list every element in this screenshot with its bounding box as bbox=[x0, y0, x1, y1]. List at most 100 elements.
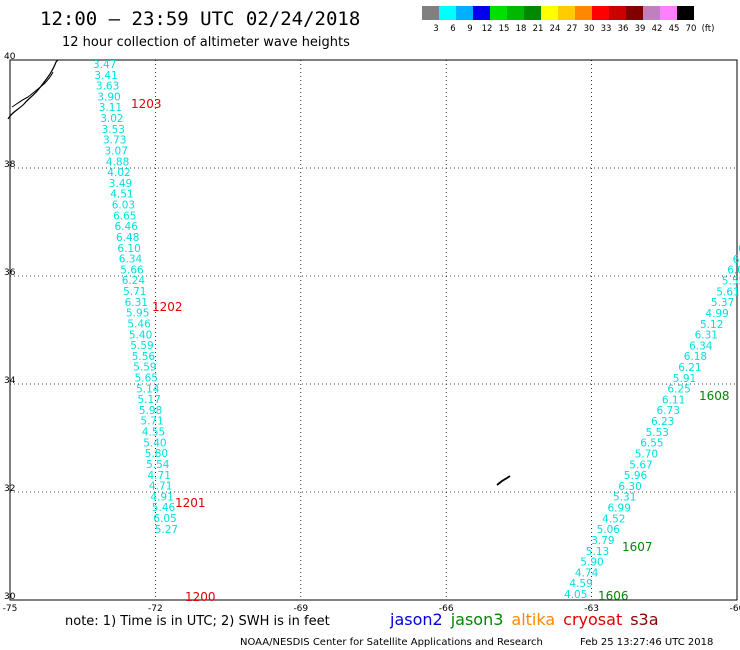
lat-tick-label: 30 bbox=[4, 592, 16, 602]
wave-height-value: 5.46 bbox=[127, 318, 151, 330]
color-scale-label: 33 bbox=[601, 24, 612, 34]
color-scale-label: 9 bbox=[467, 24, 472, 34]
time-label: 1202 bbox=[152, 300, 183, 314]
wave-height-value: 5.46 bbox=[152, 502, 176, 514]
coastline-nova-scotia-shore bbox=[11, 71, 54, 108]
wave-height-value: 3.41 bbox=[94, 70, 117, 82]
wave-height-value: 3.79 bbox=[591, 535, 614, 547]
wave-height-value: 6.34 bbox=[689, 340, 713, 352]
wave-height-value: 5.53 bbox=[646, 427, 669, 439]
time-label: 1200 bbox=[185, 590, 216, 604]
footer-timestamp: Feb 25 13:27:46 UTC 2018 bbox=[580, 637, 713, 648]
wave-height-value: 6.11 bbox=[662, 394, 685, 406]
color-scale-label: 39 bbox=[635, 24, 646, 34]
wave-height-value: 5.06 bbox=[597, 524, 621, 536]
color-swatch bbox=[439, 6, 456, 20]
color-swatch bbox=[609, 6, 626, 20]
wave-height-value: 6.31 bbox=[125, 297, 148, 309]
wave-height-value: 5.40 bbox=[129, 329, 152, 341]
wave-height-value: 3.07 bbox=[105, 146, 128, 158]
wave-height-value: 6.24 bbox=[122, 275, 146, 287]
time-label: 1201 bbox=[175, 496, 206, 510]
wave-height-value: 5.59 bbox=[130, 340, 153, 352]
wave-height-value: 6.31 bbox=[695, 330, 718, 342]
wave-height-value: 3.73 bbox=[103, 135, 126, 147]
wave-height-value: 5.14 bbox=[136, 383, 160, 395]
wave-height-value: 6.55 bbox=[640, 438, 663, 450]
color-swatch bbox=[626, 6, 643, 20]
wave-height-value: 5.12 bbox=[700, 319, 723, 331]
wave-height-value: 5.40 bbox=[143, 437, 166, 449]
lat-tick-label: 40 bbox=[4, 52, 16, 62]
color-swatch bbox=[677, 6, 694, 20]
color-scale-label: 42 bbox=[652, 24, 663, 34]
time-label: 1607 bbox=[622, 540, 653, 554]
wave-height-value: 4.71 bbox=[149, 481, 172, 493]
color-swatch bbox=[643, 6, 660, 20]
wave-height-value: 4.99 bbox=[705, 308, 728, 320]
wave-height-value: 4.91 bbox=[150, 491, 173, 503]
color-scale-label: 24 bbox=[550, 24, 561, 34]
lon-tick-label: -72 bbox=[148, 604, 163, 614]
color-swatch bbox=[507, 6, 524, 20]
wave-height-value: 6.46 bbox=[115, 221, 139, 233]
wave-height-value: 3.02 bbox=[100, 113, 123, 125]
color-scale-label: 12 bbox=[482, 24, 493, 34]
wave-height-value: 4.52 bbox=[602, 513, 625, 525]
wave-height-value: 6.30 bbox=[618, 481, 641, 493]
time-label: 1608 bbox=[699, 389, 730, 403]
lon-tick-label: -69 bbox=[293, 604, 308, 614]
wave-height-value: 6 bbox=[738, 243, 740, 255]
coastline-bermuda bbox=[496, 475, 511, 486]
wave-height-value: 5.71 bbox=[123, 286, 146, 298]
wave-height-value: 4.55 bbox=[142, 427, 165, 439]
wave-height-value: 4.51 bbox=[110, 189, 133, 201]
wave-height-value: 5.71 bbox=[140, 416, 163, 428]
wave-height-value: 3.11 bbox=[99, 102, 122, 114]
track-2: 4.054.594.745.905.133.795.064.526.995.31… bbox=[564, 243, 740, 603]
color-scale-label: 70 bbox=[686, 24, 697, 34]
color-swatch bbox=[524, 6, 541, 20]
satellite-s3a: s3a bbox=[630, 610, 658, 629]
color-scale-label: 18 bbox=[516, 24, 527, 34]
color-swatch bbox=[541, 6, 558, 20]
wave-height-value: 5.95 bbox=[126, 308, 149, 320]
satellite-jason2: jason2 bbox=[389, 610, 443, 629]
map-tick-labels: -75 -72 -69 -66 -63 -60 40 38 36 34 32 30 bbox=[3, 52, 740, 614]
wave-height-value: 5.66 bbox=[120, 264, 144, 276]
wave-height-value: 5.56 bbox=[132, 351, 156, 363]
time-label: 1606 bbox=[598, 589, 629, 603]
color-scale-label: 45 bbox=[669, 24, 680, 34]
wave-height-value: 6.48 bbox=[116, 232, 139, 244]
wave-height-value: 6.65 bbox=[113, 210, 136, 222]
wave-height-value: 6.34 bbox=[119, 254, 143, 266]
footer-note: note: 1) Time is in UTC; 2) SWH is in fe… bbox=[65, 614, 330, 629]
wave-height-value: 5.91 bbox=[673, 373, 696, 385]
page-title: 12:00 – 23:59 UTC 02/24/2018 bbox=[40, 8, 360, 30]
color-swatch bbox=[473, 6, 490, 20]
wave-height-value: 6.73 bbox=[657, 405, 680, 417]
track-1: 3.473.413.633.903.113.023.533.733.074.88… bbox=[93, 59, 216, 604]
map-panel: -75-72-69-66-63-60403836343230 3.473.413… bbox=[3, 52, 740, 614]
lon-tick-label: -60 bbox=[730, 604, 740, 614]
wave-height-value: 4.88 bbox=[106, 156, 129, 168]
wave-height-value: 5.17 bbox=[138, 394, 161, 406]
lon-tick-label: -75 bbox=[3, 604, 18, 614]
color-scale-label: 21 bbox=[533, 24, 544, 34]
satellite-altika: altika bbox=[511, 610, 555, 629]
altimeter-tracks: 3.473.413.633.903.113.023.533.733.074.88… bbox=[93, 59, 740, 604]
color-swatch bbox=[490, 6, 507, 20]
wave-height-value: 3.47 bbox=[93, 59, 116, 71]
wave-height-value: 3.90 bbox=[97, 91, 120, 103]
wave-height-value: 4.71 bbox=[148, 470, 171, 482]
wave-height-value: 6.01 bbox=[727, 265, 740, 277]
color-swatch bbox=[592, 6, 609, 20]
time-label: 1203 bbox=[131, 97, 162, 111]
color-scale-label: 36 bbox=[618, 24, 629, 34]
color-scale-label: 27 bbox=[567, 24, 578, 34]
lat-tick-label: 32 bbox=[4, 484, 15, 494]
wave-height-value: 5.70 bbox=[635, 449, 658, 461]
wave-height-value: 5.37 bbox=[711, 297, 734, 309]
wave-height-value: 4.02 bbox=[107, 167, 130, 179]
wave-height-value: 4.59 bbox=[569, 578, 592, 590]
